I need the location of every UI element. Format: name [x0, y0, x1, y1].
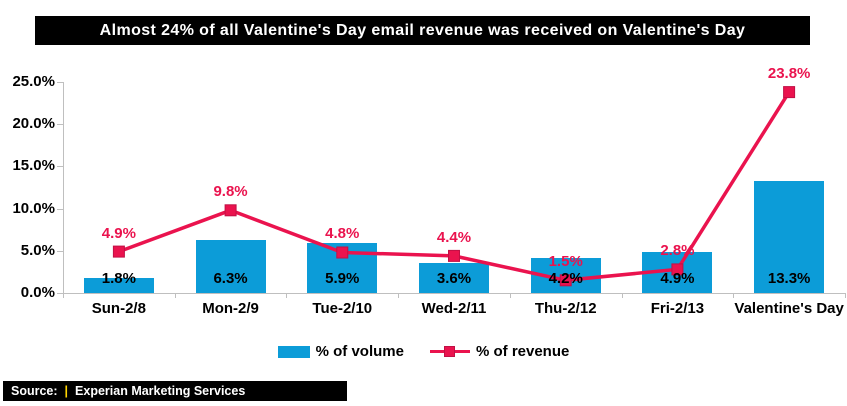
source-prefix: Source: — [11, 384, 58, 398]
x-axis-tick-mark — [286, 294, 287, 298]
volume-data-label: 4.2% — [548, 270, 583, 287]
revenue-data-label: 9.8% — [213, 183, 248, 201]
y-axis-tick-label: 25.0% — [12, 73, 55, 90]
x-axis-label-Fri-2/13: Fri-2/13 — [650, 300, 705, 317]
y-axis-line — [63, 82, 64, 294]
revenue-point-marker — [112, 245, 125, 258]
x-axis-label-Wed-2/11: Wed-2/11 — [421, 300, 487, 317]
revenue-data-label: 1.5% — [548, 253, 583, 271]
volume-data-label: 4.9% — [660, 270, 695, 287]
x-axis-tick-mark — [622, 294, 623, 298]
source-text: Experian Marketing Services — [75, 384, 246, 398]
x-axis-tick-mark — [733, 294, 734, 298]
x-axis-tick-mark — [510, 294, 511, 298]
revenue-marker-icon — [429, 346, 470, 358]
revenue-data-label: 4.4% — [436, 228, 472, 246]
y-axis-tick-label: 20.0% — [12, 115, 55, 133]
x-axis-tick-mark — [398, 294, 399, 298]
chart-title: Almost 24% of all Valentine's Day email … — [35, 16, 810, 45]
legend-item-revenue: % of revenue — [429, 343, 570, 360]
volume-swatch-icon — [277, 345, 310, 358]
y-axis-tick-label: 15.0% — [12, 157, 55, 175]
x-axis-tick-mark — [845, 294, 846, 298]
x-axis-label-Tue-2/10: Tue-2/10 — [312, 300, 373, 317]
legend-volume-label: % of volume — [315, 343, 404, 360]
x-axis-tick-mark — [175, 294, 176, 298]
revenue-square-marker — [444, 346, 456, 357]
y-axis-tick-label: 10.0% — [12, 199, 55, 217]
revenue-data-label: 23.8% — [767, 65, 811, 83]
x-axis-label-Thu-2/12: Thu-2/12 — [534, 300, 597, 317]
y-axis-tick-mark — [57, 124, 63, 125]
y-axis-tick-label: 5.0% — [20, 241, 55, 259]
y-axis-tick-label: 0.0% — [20, 284, 55, 301]
legend: % of volume % of revenue — [0, 343, 847, 360]
volume-data-label: 13.3% — [767, 270, 811, 287]
volume-data-label: 5.9% — [325, 270, 360, 287]
revenue-data-label: 4.8% — [325, 225, 360, 243]
revenue-point-marker — [224, 204, 237, 217]
y-axis-tick-mark — [57, 166, 63, 167]
x-axis-label-Valentine's Day: Valentine's Day — [734, 300, 844, 317]
x-axis-tick-mark — [63, 294, 64, 298]
y-axis-tick-mark — [57, 209, 63, 210]
volume-data-label: 1.8% — [101, 270, 136, 287]
x-axis-label-Sun-2/8: Sun-2/8 — [91, 300, 146, 317]
x-axis-line — [63, 293, 846, 294]
legend-item-volume: % of volume — [277, 343, 404, 360]
revenue-point-marker — [783, 86, 796, 99]
source-separator: | — [64, 384, 69, 398]
revenue-point-marker — [448, 249, 460, 262]
legend-revenue-label: % of revenue — [475, 343, 570, 360]
y-axis-tick-mark — [57, 251, 63, 252]
x-axis-label-Mon-2/9: Mon-2/9 — [202, 300, 259, 317]
revenue-data-label: 4.9% — [101, 224, 136, 242]
y-axis-tick-mark — [57, 82, 63, 83]
source-caption: Source: | Experian Marketing Services — [3, 381, 347, 401]
volume-data-label: 6.3% — [213, 270, 248, 287]
y-axis-tick-mark — [57, 293, 63, 294]
volume-data-label: 3.6% — [436, 270, 472, 287]
revenue-data-label: 2.8% — [660, 242, 695, 260]
